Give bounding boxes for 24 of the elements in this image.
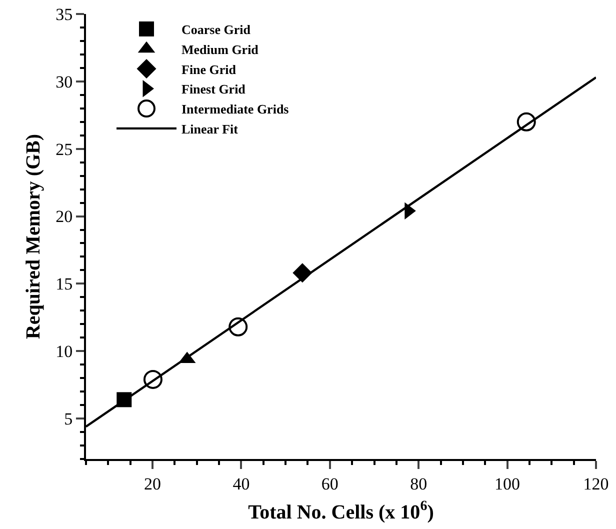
x-tick-label: 20 (144, 474, 162, 494)
point (516, 112, 536, 132)
y-tick-label: 30 (56, 72, 73, 92)
x-axis-title: Total No. Cells (x 10$^{6}$) (248, 499, 434, 524)
legend-label: Linear Fit (182, 122, 239, 137)
point (228, 317, 248, 336)
x-tick-label: 80 (410, 474, 428, 494)
y-axis-title: Required Memory (GB) (22, 134, 45, 340)
x-tick-label: 40 (232, 474, 250, 494)
x-tick-label: 100 (494, 474, 520, 494)
x-tick-label: 60 (321, 474, 338, 494)
y-tick-label: 5 (64, 410, 73, 428)
point (143, 370, 162, 389)
y-tick-label: 10 (56, 342, 73, 362)
legend-label: Medium Grid (182, 42, 260, 57)
x-tick-label: 120 (583, 474, 609, 494)
legend-label: Fine Grid (182, 62, 237, 77)
legend-label: Intermediate Grids (182, 102, 289, 117)
y-tick-label: 25 (56, 140, 73, 159)
y-tick-label: 20 (56, 207, 73, 226)
y-tick-label: 15 (56, 274, 73, 294)
legend-label: Coarse Grid (182, 22, 252, 38)
y-tick-label: 35 (56, 4, 73, 24)
legend-label: Finest Grid (182, 82, 246, 97)
